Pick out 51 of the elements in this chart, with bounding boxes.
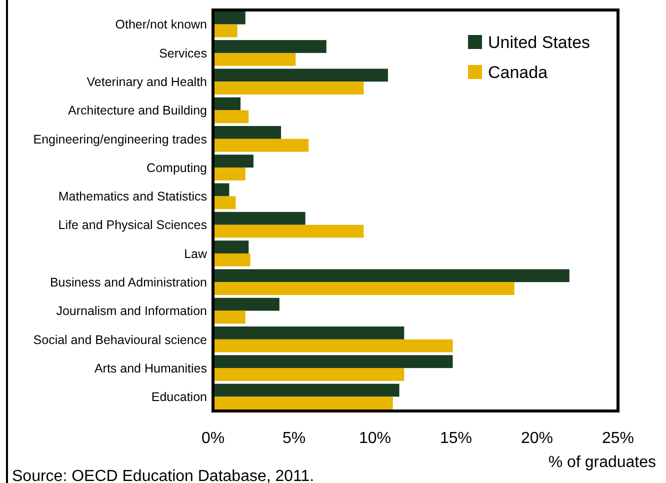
bar — [213, 40, 326, 53]
bar — [213, 339, 453, 352]
bar — [213, 82, 364, 94]
y-tick-label: Engineering/engineering trades — [33, 132, 207, 146]
x-tick-label: 5% — [282, 430, 306, 447]
bar — [213, 240, 249, 254]
x-tick-label: 0% — [201, 430, 225, 447]
bar — [213, 269, 570, 282]
bar — [213, 11, 246, 24]
y-tick-label: Arts and Humanities — [94, 361, 207, 376]
x-axis-title: % of graduates — [548, 454, 656, 471]
y-tick-label: Services — [159, 46, 207, 60]
y-tick-label: Computing — [146, 160, 208, 175]
legend-label: United States — [488, 32, 590, 52]
bar — [213, 326, 404, 340]
y-tick-label: Journalism and Information — [56, 304, 208, 318]
x-tick-label: 15% — [440, 430, 472, 447]
y-tick-label: Law — [184, 246, 208, 261]
legend-label: Canada — [488, 62, 548, 82]
bar — [213, 126, 282, 139]
source-note: Source: OECD Education Database, 2011. — [12, 468, 314, 483]
bar — [213, 368, 404, 381]
x-tick-label: 25% — [602, 430, 634, 447]
bar — [213, 212, 306, 225]
x-tick-label: 20% — [520, 430, 554, 447]
bar — [213, 97, 241, 110]
x-tick-label: 10% — [358, 430, 392, 447]
bar — [213, 24, 238, 38]
bar — [213, 224, 364, 238]
bar — [213, 310, 246, 324]
bar — [213, 396, 393, 410]
y-tick-label: Mathematics and Statistics — [58, 190, 207, 204]
y-tick-label: Veterinary and Health — [86, 74, 208, 89]
bar — [213, 154, 254, 168]
bar — [213, 110, 249, 124]
bar — [213, 298, 280, 311]
bar — [213, 282, 514, 295]
y-tick-label: Architecture and Building — [68, 104, 208, 118]
y-tick-label: Business and Administration — [50, 275, 208, 290]
bar — [213, 253, 250, 266]
bar — [213, 138, 309, 152]
bar — [213, 52, 296, 66]
bar — [213, 196, 236, 210]
y-tick-label: Other/not known — [115, 18, 208, 32]
bar — [213, 168, 246, 180]
y-tick-label: Education — [151, 390, 208, 404]
bar — [213, 355, 453, 368]
bar — [213, 68, 388, 82]
y-tick-label: Social and Behavioural science — [33, 332, 208, 347]
y-tick-label: Life and Physical Sciences — [58, 218, 207, 232]
bar — [213, 384, 400, 397]
